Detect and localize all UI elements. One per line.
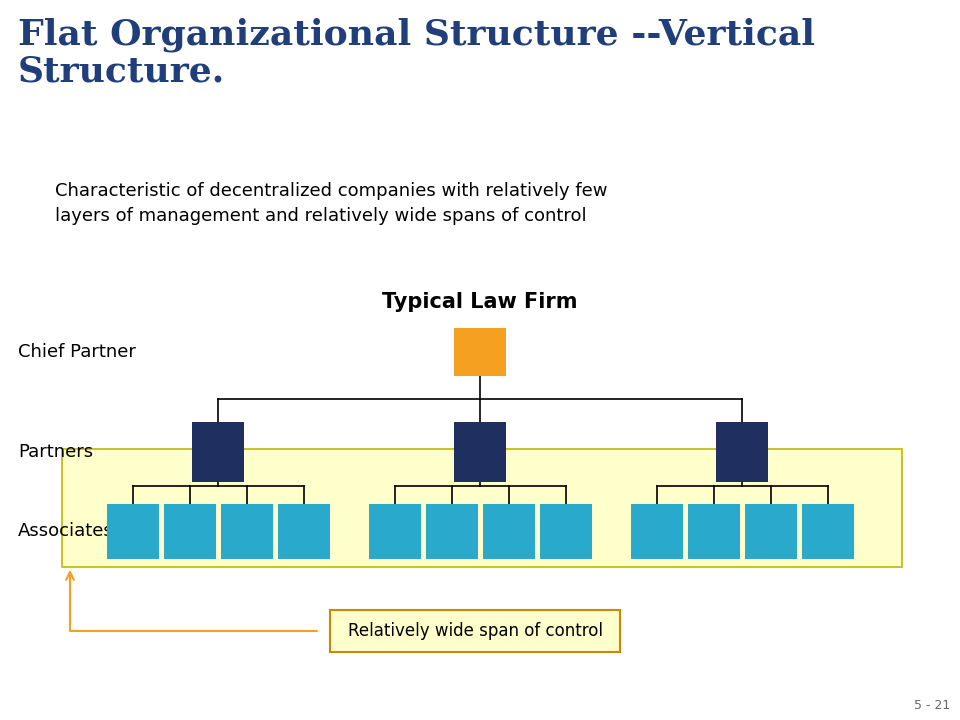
Text: Associates: Associates xyxy=(18,523,113,541)
FancyArrowPatch shape xyxy=(66,572,317,631)
Bar xyxy=(192,422,244,482)
Bar xyxy=(369,504,420,559)
Bar xyxy=(716,422,768,482)
Text: Chief Partner: Chief Partner xyxy=(18,343,136,361)
Bar xyxy=(277,504,329,559)
Bar xyxy=(454,328,506,376)
Bar xyxy=(425,504,477,559)
Text: 5 - 21: 5 - 21 xyxy=(914,699,950,712)
Bar xyxy=(540,504,591,559)
Bar xyxy=(631,504,683,559)
Text: Typical Law Firm: Typical Law Firm xyxy=(382,292,578,312)
Text: Characteristic of decentralized companies with relatively few
layers of manageme: Characteristic of decentralized companie… xyxy=(55,182,608,225)
Bar xyxy=(483,504,535,559)
Bar xyxy=(687,504,739,559)
Bar xyxy=(330,610,620,652)
Bar xyxy=(107,504,158,559)
Bar xyxy=(454,422,506,482)
Text: Flat Organizational Structure --Vertical: Flat Organizational Structure --Vertical xyxy=(18,17,815,52)
Bar xyxy=(163,504,215,559)
Bar xyxy=(745,504,797,559)
Text: Structure.: Structure. xyxy=(18,54,226,88)
Text: Relatively wide span of control: Relatively wide span of control xyxy=(348,622,603,640)
Bar xyxy=(221,504,273,559)
Bar xyxy=(802,504,853,559)
Bar xyxy=(62,449,902,567)
Text: Partners: Partners xyxy=(18,443,93,461)
